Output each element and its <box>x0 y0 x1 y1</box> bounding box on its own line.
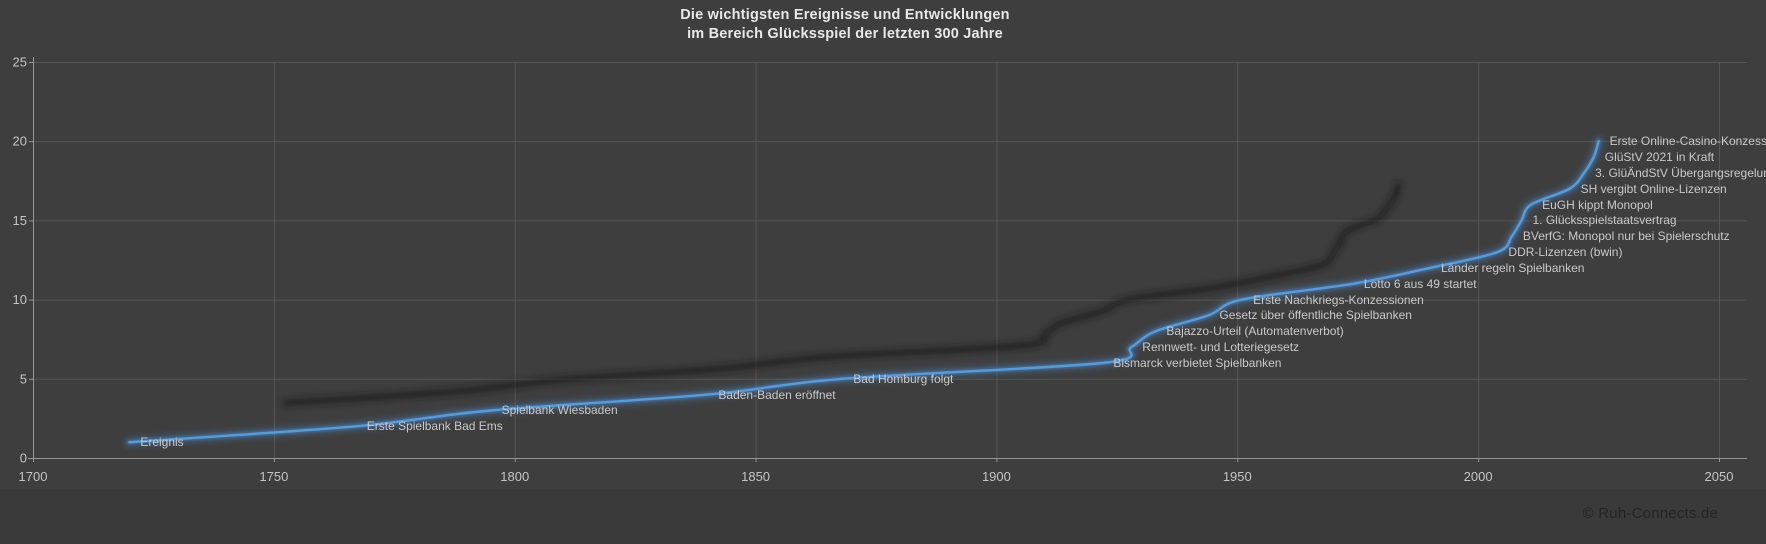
x-axis-tick-label: 1900 <box>982 469 1011 484</box>
chart-title: Die wichtigsten Ereignisse und Entwicklu… <box>0 6 1690 44</box>
event-label: GlüStV 2021 in Kraft <box>1604 150 1715 165</box>
event-label: Spielbank Wiesbaden <box>501 403 618 418</box>
timeline-line <box>128 140 1600 444</box>
series-name-label: Ereignis <box>140 435 184 450</box>
event-label: Erste Online-Casino-Konzessionen <box>1609 134 1766 149</box>
event-label: DDR-Lizenzen (bwin) <box>1508 245 1623 260</box>
event-label: Rennwett- und Lotteriegesetz <box>1142 340 1300 355</box>
event-label: Bad Homburg folgt <box>853 371 954 386</box>
event-label: Erste Nachkriegs-Konzessionen <box>1253 292 1424 307</box>
event-label: Bajazzo-Urteil (Automatenverbot) <box>1166 324 1344 339</box>
x-axis-tick-label: 1950 <box>1223 469 1252 484</box>
x-axis-tick-label: 2050 <box>1705 469 1734 484</box>
event-label: Bismarck verbietet Spielbanken <box>1113 355 1282 370</box>
footer-band <box>0 489 1766 544</box>
event-label: 1. Glücksspielstaatsvertrag <box>1532 213 1677 228</box>
timeline-line-shadow <box>281 181 1403 407</box>
event-label: BVerfG: Monopol nur bei Spielerschutz <box>1522 229 1730 244</box>
y-axis-tick-label: 20 <box>13 134 27 149</box>
x-axis-tick-label: 2000 <box>1464 469 1493 484</box>
event-label: EuGH kippt Monopol <box>1542 197 1653 212</box>
x-axis-tick-label: 1700 <box>19 469 48 484</box>
y-axis-tick-label: 0 <box>20 451 27 466</box>
event-label: 3. GlüÄndStV Übergangsregelung <box>1595 165 1766 180</box>
chart-title-line2: im Bereich Glücksspiel der letzten 300 J… <box>687 26 1003 42</box>
x-axis-tick-label: 1800 <box>500 469 529 484</box>
x-axis-tick-label: 1750 <box>259 469 288 484</box>
x-axis-tick-label: 1850 <box>741 469 770 484</box>
event-label: Gesetz über öffentliche Spielbanken <box>1219 308 1412 323</box>
copyright-text: © Ruh-Connects.de <box>1582 505 1718 522</box>
event-label: SH vergibt Online-Lizenzen <box>1580 181 1727 196</box>
y-axis-tick-label: 10 <box>13 292 27 307</box>
event-label: Länder regeln Spielbanken <box>1440 260 1585 275</box>
event-label: Baden-Baden eröffnet <box>718 387 836 402</box>
event-label: Lotto 6 aus 49 startet <box>1363 276 1477 291</box>
chart-title-line1: Die wichtigsten Ereignisse und Entwicklu… <box>680 7 1010 23</box>
y-axis-tick-label: 25 <box>13 55 27 70</box>
y-axis-tick-label: 15 <box>13 213 27 228</box>
y-axis-tick-label: 5 <box>20 371 27 386</box>
event-label: Erste Spielbank Bad Ems <box>366 419 503 434</box>
